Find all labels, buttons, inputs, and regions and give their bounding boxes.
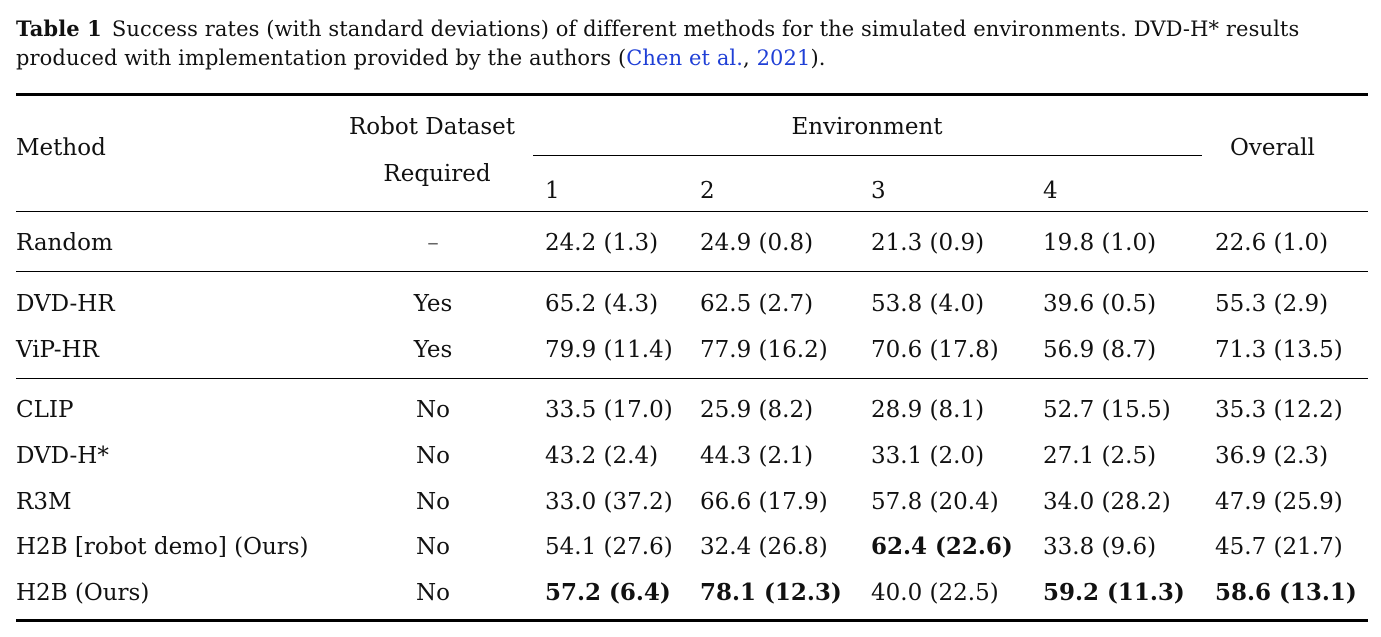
cell-overall: 36.9 (2.3): [1215, 443, 1329, 469]
cell-overall: 58.6 (13.1): [1215, 579, 1357, 606]
cell-overall: 71.3 (13.5): [1215, 337, 1343, 363]
citation-link-authors[interactable]: Chen et al.: [626, 46, 744, 70]
header-env-3: 3: [871, 178, 886, 204]
caption-text: Success rates (with standard deviations)…: [16, 17, 1300, 70]
cell-env-3: 62.4 (22.6): [871, 533, 1013, 560]
cell-env-4: 56.9 (8.7): [1043, 337, 1157, 363]
row-method: Random: [16, 230, 113, 256]
environment-rule: [533, 155, 1202, 156]
cell-env-3: 70.6 (17.8): [871, 337, 999, 363]
cell-env-4: 34.0 (28.2): [1043, 489, 1171, 515]
citation-link-year[interactable]: 2021: [756, 46, 811, 70]
cell-overall: 47.9 (25.9): [1215, 489, 1343, 515]
row-method: H2B (Ours): [16, 580, 150, 606]
header-required: Required: [383, 161, 491, 187]
top-rule: [16, 93, 1368, 96]
header-env-4: 4: [1043, 178, 1058, 204]
header-environment: Environment: [791, 114, 943, 140]
cell-env-1: 79.9 (11.4): [545, 337, 673, 363]
header-method: Method: [16, 135, 106, 161]
cell-env-4: 27.1 (2.5): [1043, 443, 1157, 469]
row-robot-required: No: [416, 580, 450, 606]
cell-env-1: 24.2 (1.3): [545, 230, 659, 256]
cell-env-3: 57.8 (20.4): [871, 489, 999, 515]
row-robot-required: No: [416, 534, 450, 560]
cell-env-2: 62.5 (2.7): [700, 291, 814, 317]
row-method: DVD-HR: [16, 291, 115, 317]
cell-overall: 35.3 (12.2): [1215, 397, 1343, 423]
header-robot-dataset: Robot Dataset: [348, 114, 516, 140]
row-method: H2B [robot demo] (Ours): [16, 534, 309, 560]
row-robot-required: –: [427, 230, 439, 256]
table-caption: Table 1 Success rates (with standard devi…: [16, 14, 1361, 73]
cell-env-3: 40.0 (22.5): [871, 580, 999, 606]
row-robot-required: No: [416, 489, 450, 515]
cell-env-3: 33.1 (2.0): [871, 443, 985, 469]
cell-env-4: 19.8 (1.0): [1043, 230, 1157, 256]
cell-env-4: 52.7 (15.5): [1043, 397, 1171, 423]
caption-text-end: ).: [810, 46, 826, 70]
row-robot-required: Yes: [413, 337, 453, 363]
cell-env-3: 53.8 (4.0): [871, 291, 985, 317]
cell-env-2: 77.9 (16.2): [700, 337, 828, 363]
row-method: DVD-H*: [16, 443, 109, 469]
header-env-1: 1: [545, 178, 560, 204]
header-rule: [16, 211, 1368, 212]
citation-separator: ,: [743, 46, 757, 70]
cell-env-3: 28.9 (8.1): [871, 397, 985, 423]
cell-env-2: 78.1 (12.3): [700, 579, 842, 606]
cell-env-2: 66.6 (17.9): [700, 489, 828, 515]
bottom-rule: [16, 619, 1368, 622]
group-rule-2: [16, 378, 1368, 379]
row-method: ViP-HR: [16, 337, 99, 363]
row-robot-required: Yes: [413, 291, 453, 317]
cell-env-3: 21.3 (0.9): [871, 230, 985, 256]
row-method: CLIP: [16, 397, 74, 423]
cell-overall: 55.3 (2.9): [1215, 291, 1329, 317]
cell-env-1: 54.1 (27.6): [545, 534, 673, 560]
cell-env-2: 24.9 (0.8): [700, 230, 814, 256]
cell-env-4: 33.8 (9.6): [1043, 534, 1157, 560]
cell-env-1: 33.5 (17.0): [545, 397, 673, 423]
cell-env-2: 44.3 (2.1): [700, 443, 814, 469]
header-env-2: 2: [700, 178, 715, 204]
cell-env-1: 33.0 (37.2): [545, 489, 673, 515]
cell-overall: 22.6 (1.0): [1215, 230, 1329, 256]
row-method: R3M: [16, 489, 72, 515]
cell-env-1: 43.2 (2.4): [545, 443, 659, 469]
cell-env-1: 65.2 (4.3): [545, 291, 659, 317]
cell-env-4: 59.2 (11.3): [1043, 579, 1185, 606]
cell-env-4: 39.6 (0.5): [1043, 291, 1157, 317]
caption-label: Table 1: [16, 16, 102, 41]
row-robot-required: No: [416, 443, 450, 469]
cell-env-1: 57.2 (6.4): [545, 579, 671, 606]
group-rule-1: [16, 271, 1368, 272]
cell-overall: 45.7 (21.7): [1215, 534, 1343, 560]
row-robot-required: No: [416, 397, 450, 423]
cell-env-2: 32.4 (26.8): [700, 534, 828, 560]
cell-env-2: 25.9 (8.2): [700, 397, 814, 423]
header-overall: Overall: [1230, 135, 1315, 161]
